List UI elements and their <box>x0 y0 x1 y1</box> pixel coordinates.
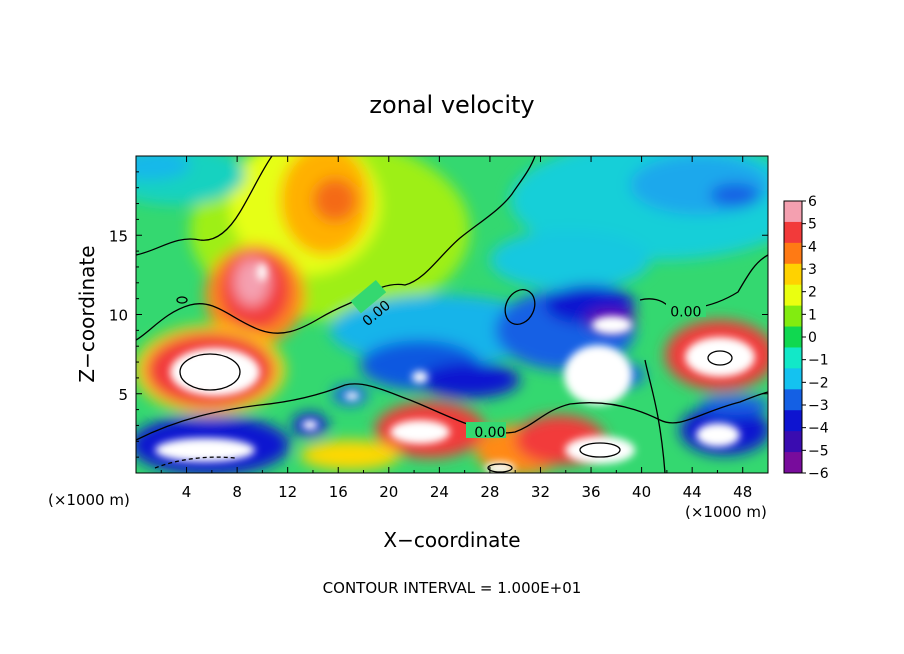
colorbar-cell-2 <box>784 242 802 265</box>
x-axis-label: X−coordinate <box>383 528 520 552</box>
y-tick-label: 5 <box>118 386 128 404</box>
x-tick-label: 48 <box>733 483 752 501</box>
colorbar-tick-label: 6 <box>808 194 817 210</box>
x-tick-label: 8 <box>232 483 242 501</box>
x-unit-right: (×1000 m) <box>685 503 767 521</box>
y-tick-label: 15 <box>109 227 128 245</box>
colorbar-tick-label: 1 <box>808 307 817 323</box>
x-tick-label: 24 <box>430 483 449 501</box>
colorbar-tick-label: −6 <box>808 466 829 482</box>
contour-interval-note: CONTOUR INTERVAL = 1.000E+01 <box>323 579 582 597</box>
x-tick-label: 28 <box>480 483 499 501</box>
contour-label-group <box>350 279 706 438</box>
colorbar-cell-9 <box>784 389 802 411</box>
x-tick-label: 44 <box>683 483 702 501</box>
colorbar-tick-label: −3 <box>808 398 829 414</box>
x-tick-label: 16 <box>329 483 348 501</box>
colorbar: 6 5 4 3 2 1 0 −1 −2 −3 −4 −5 −6 <box>783 194 829 482</box>
contour-label-1: 0.00 <box>670 304 701 320</box>
zero-contour-right <box>694 254 768 309</box>
y-tick-label: 10 <box>109 307 128 325</box>
x-tick-label: 20 <box>379 483 398 501</box>
colorbar-cell-12 <box>784 452 802 474</box>
colorbar-tick-label: 4 <box>808 239 817 255</box>
y-axis: 5 10 15 <box>109 171 768 458</box>
x-axis: 4 8 12 16 20 24 28 32 36 40 44 48 <box>160 156 752 501</box>
colorbar-tick-label: 3 <box>808 262 817 278</box>
zero-contour-loop <box>504 288 536 326</box>
colorbar-tick-label: −1 <box>808 353 829 369</box>
x-unit-left: (×1000 m) <box>48 491 130 509</box>
x-tick-label: 40 <box>632 483 651 501</box>
heatmap-field: 0.00 0.000.00 <box>136 156 768 473</box>
colorbar-cell-3 <box>784 263 802 286</box>
y-axis-label: Z−coordinate <box>75 245 99 382</box>
colorbar-cell-8 <box>784 368 802 390</box>
chart-title: zonal velocity <box>369 91 534 119</box>
colorbar-cell-0 <box>784 201 802 223</box>
colorbar-cell-7 <box>784 347 802 369</box>
colorbar-cell-6 <box>784 326 802 348</box>
colorbar-cell-10 <box>784 410 802 432</box>
colorbar-tick-label: −5 <box>808 443 829 459</box>
colorbar-cell-1 <box>784 221 802 244</box>
colorbar-cell-11 <box>784 431 802 453</box>
contour-label-2: 0.00 <box>474 425 505 441</box>
colorbar-tick-label: 5 <box>808 217 817 233</box>
x-tick-label: 12 <box>278 483 297 501</box>
colorbar-tick-label: 0 <box>808 330 817 346</box>
colorbar-tick-label: 2 <box>808 285 817 301</box>
colorbar-tick-label: −2 <box>808 375 829 391</box>
x-tick-label: 32 <box>531 483 550 501</box>
colorbar-cell-4 <box>784 284 802 307</box>
x-tick-label: 4 <box>182 483 192 501</box>
zero-contour-upper <box>136 156 273 256</box>
x-tick-label: 36 <box>581 483 600 501</box>
colorbar-tick-label: −4 <box>808 421 829 437</box>
colorbar-cell-5 <box>784 305 802 328</box>
